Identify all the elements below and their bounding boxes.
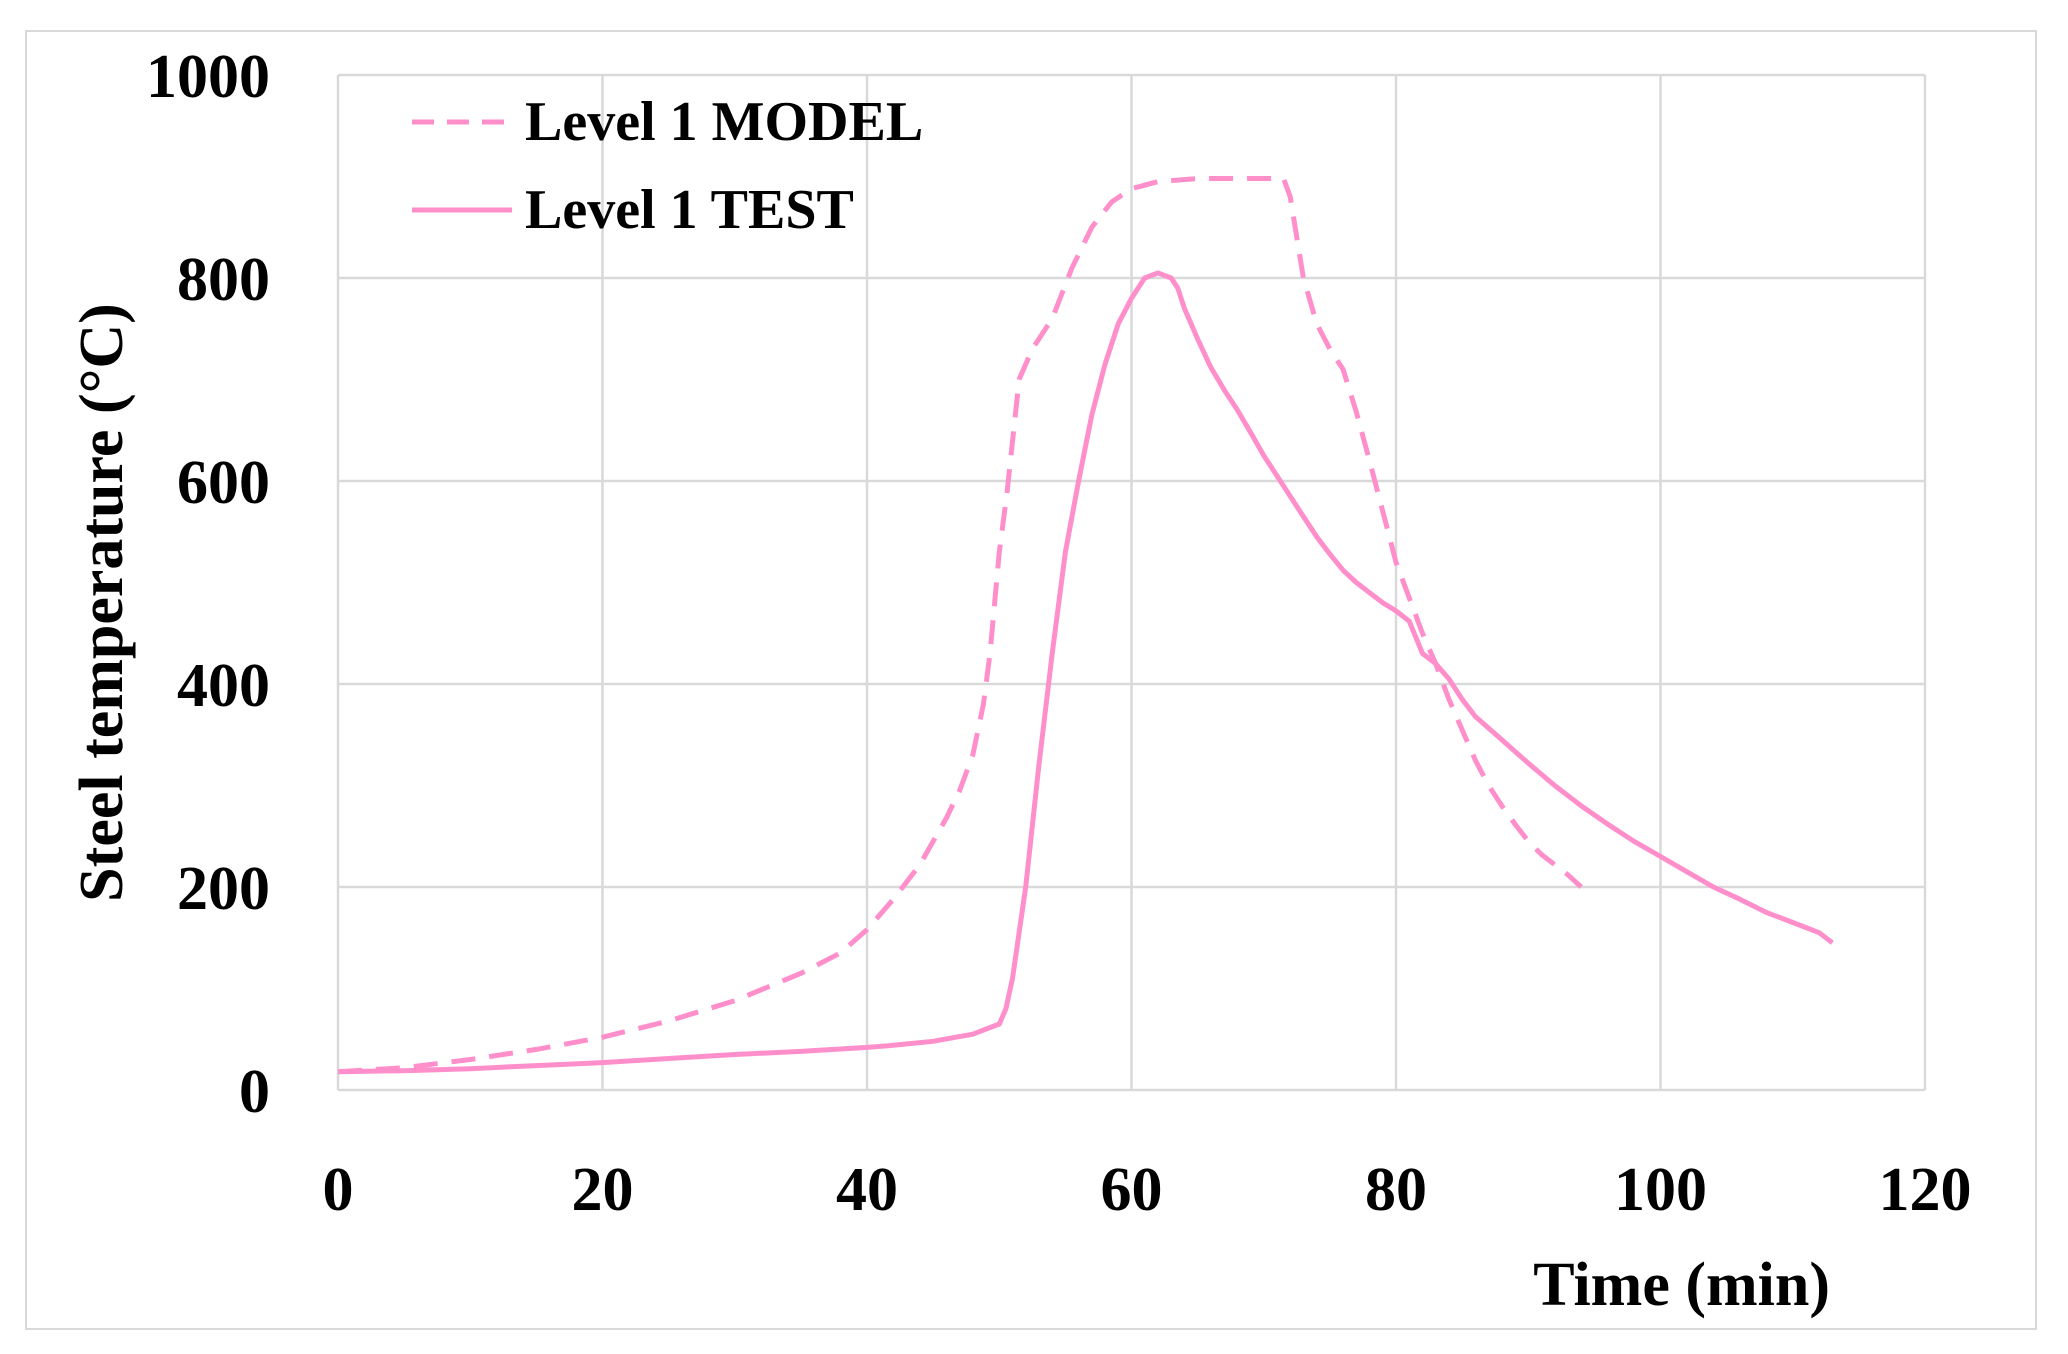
x-tick-label: 60 (1101, 1156, 1163, 1224)
series-line-test (337, 270, 1834, 1075)
x-tick-label: 100 (1614, 1156, 1707, 1224)
x-tick-label: 40 (836, 1156, 898, 1224)
legend-label-test: Level 1 TEST (525, 179, 854, 241)
y-tick-label: 1000 (146, 43, 270, 111)
y-tick-label: 800 (177, 246, 270, 314)
y-tick-label: 0 (239, 1058, 270, 1126)
y-tick-label: 400 (177, 652, 270, 720)
x-axis-title: Time (min) (1533, 1251, 1830, 1319)
grid-layer (336, 73, 1927, 1092)
series-layer (337, 176, 1834, 1075)
legend: Level 1 MODEL Level 1 TEST (412, 91, 923, 241)
y-tick-label: 200 (177, 855, 270, 923)
x-tick-label: 80 (1365, 1156, 1427, 1224)
series-line-model (337, 176, 1583, 1075)
x-tick-label: 120 (1879, 1156, 1972, 1224)
x-tick-label: 20 (572, 1156, 634, 1224)
chart-frame (25, 30, 2037, 1330)
tick-label-layer: 0 200 400 600 800 1000 0 20 40 60 80 100 120 (146, 43, 1972, 1224)
x-tick-label: 0 (323, 1156, 354, 1224)
legend-label-model: Level 1 MODEL (525, 91, 923, 153)
y-tick-label: 600 (177, 449, 270, 517)
y-axis-title: Steel temperature (°C) (68, 303, 136, 902)
